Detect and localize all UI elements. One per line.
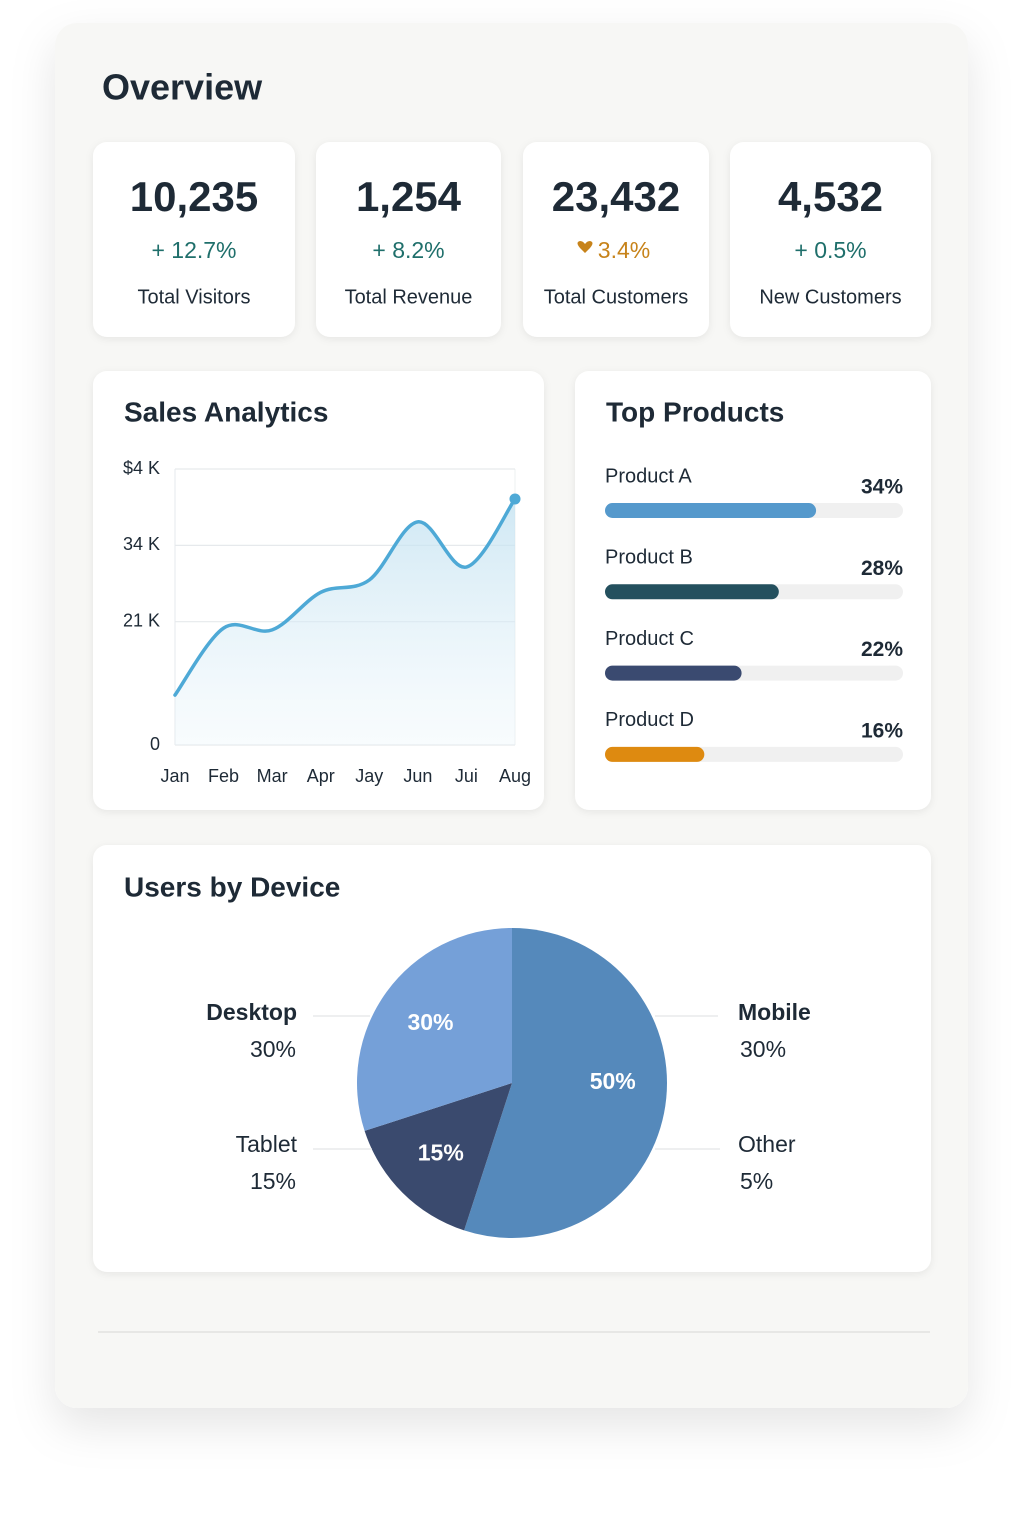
- kpi-value: 10,235: [130, 173, 258, 220]
- value-label: 28%: [861, 557, 903, 580]
- value-label: 34%: [861, 476, 903, 499]
- area: [175, 498, 515, 745]
- kpi-value: 4,532: [778, 173, 883, 220]
- chart-title: Sales Analytics: [124, 396, 328, 427]
- kpi-card: [730, 142, 931, 337]
- bar-label: Product D: [605, 709, 694, 731]
- callout-value: 5%: [740, 1168, 773, 1194]
- bar: [605, 665, 742, 681]
- kpi-card: [523, 142, 709, 337]
- slice-label: 15%: [418, 1139, 464, 1165]
- x-tick-label: Mar: [257, 766, 288, 786]
- x-tick-label: Jun: [403, 766, 432, 786]
- callout-name: Desktop: [206, 999, 297, 1025]
- callout-value: 30%: [740, 1036, 786, 1062]
- kpi-label: Total Revenue: [345, 286, 473, 308]
- y-tick-label: 0: [150, 734, 160, 754]
- bar-label: Product B: [605, 547, 693, 569]
- x-tick-label: Jan: [160, 766, 189, 786]
- end-point: [509, 493, 521, 505]
- y-tick-label: $4 K: [123, 458, 160, 478]
- kpi-change: + 12.7%: [151, 237, 236, 263]
- kpi-value: 1,254: [356, 173, 462, 220]
- kpi-label: Total Customers: [544, 286, 689, 308]
- x-tick-label: Jay: [355, 766, 383, 786]
- pie-slice: [364, 1083, 512, 1231]
- kpi-change: + 8.2%: [372, 237, 444, 263]
- slice-label: 50%: [590, 1068, 636, 1094]
- trend-icon: [577, 241, 593, 253]
- y-tick-label: 34 K: [123, 534, 160, 554]
- kpi-row: 10,235 + 12.7% Total Visitors 1,254 + 8.2% To…: [93, 142, 931, 337]
- pie-slice: [512, 928, 667, 1238]
- callout-name: Mobile: [738, 999, 811, 1025]
- kpi-label: New Customers: [759, 286, 901, 308]
- x-tick-label: Jui: [455, 766, 478, 786]
- bar-label: Product C: [605, 628, 694, 650]
- kpi-label: Total Visitors: [137, 286, 250, 308]
- kpi-change: 3.4%: [598, 237, 650, 263]
- page-title: Overview: [102, 67, 263, 108]
- callout-value: 30%: [250, 1036, 296, 1062]
- bar: [605, 503, 817, 518]
- chart-title: Top Products: [606, 396, 784, 427]
- x-tick-label: Feb: [208, 766, 239, 786]
- value-label: 22%: [861, 638, 903, 661]
- kpi-card: [93, 142, 295, 337]
- bar: [605, 746, 705, 762]
- value-label: 16%: [861, 719, 903, 742]
- kpi-card: [316, 142, 501, 337]
- callout-name: Tablet: [236, 1131, 298, 1157]
- x-tick-label: Apr: [307, 766, 335, 786]
- slice-label: 30%: [407, 1009, 453, 1035]
- line: [173, 497, 517, 697]
- callout-value: 15%: [250, 1168, 296, 1194]
- pie-slice: [464, 1083, 512, 1238]
- charts: 0 21 K 34 K $4 K Jan Feb Mar Apr Jay Jun Jui Aug Pro…: [123, 458, 903, 1238]
- chart-title: Users by Device: [124, 871, 340, 902]
- y-tick-label: 21 K: [123, 610, 160, 630]
- bar: [605, 584, 779, 600]
- bar-label: Product A: [605, 465, 692, 487]
- kpi-value: 23,432: [552, 173, 680, 220]
- kpi-change: + 0.5%: [794, 237, 866, 263]
- pie-slice: [357, 928, 512, 1131]
- callout-name: Other: [738, 1131, 796, 1157]
- x-tick-label: Aug: [499, 766, 531, 786]
